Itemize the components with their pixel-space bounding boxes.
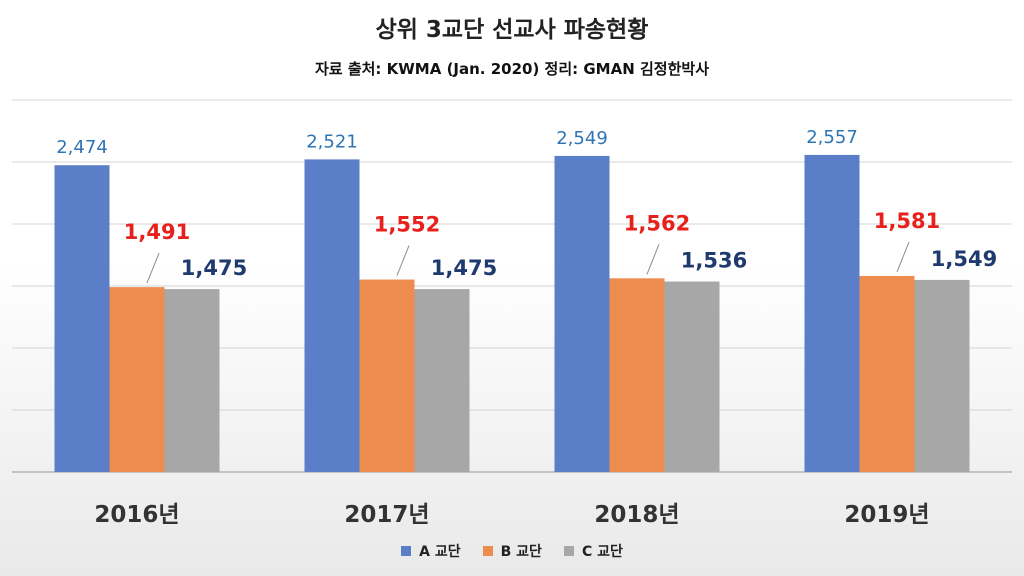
data-label-c: 1,475	[431, 256, 497, 280]
bar-c	[414, 289, 470, 472]
bar-c	[914, 279, 970, 472]
data-label-c: 1,536	[681, 249, 747, 273]
category-label: 2017년	[344, 502, 429, 528]
leader-line	[396, 245, 410, 276]
data-label-c: 1,549	[931, 247, 997, 271]
legend-label-a: A 교단	[419, 544, 461, 560]
legend-swatch-b	[482, 546, 493, 556]
legend-item-a: A 교단	[401, 541, 461, 561]
data-label-b: 1,491	[124, 220, 190, 244]
category-label: 2016년	[94, 502, 179, 528]
data-label-b: 1,562	[624, 211, 690, 235]
data-label-a: 2,474	[56, 137, 108, 158]
legend-swatch-a	[401, 546, 412, 556]
bar-a	[304, 159, 360, 472]
legend-label-c: C 교단	[581, 544, 623, 560]
leader-line	[896, 241, 910, 273]
category-label: 2018년	[594, 502, 679, 528]
data-label-b: 1,552	[374, 213, 440, 237]
bar-a	[54, 165, 110, 472]
chart-subtitle: 자료 출처: KWMA (Jan. 2020) 정리: GMAN 김정한박사	[315, 60, 709, 78]
legend-swatch-c	[563, 546, 574, 556]
category-label: 2019년	[844, 502, 929, 528]
bar-b	[359, 279, 415, 472]
leader-line	[646, 244, 660, 275]
bar-b	[859, 275, 915, 472]
bar-b	[609, 278, 665, 472]
legend-item-c: C 교단	[563, 541, 623, 561]
chart-title: 상위 3교단 선교사 파송현황	[375, 17, 649, 43]
bar-b	[109, 287, 165, 472]
bar-a	[804, 154, 860, 472]
bar-c	[164, 289, 220, 472]
bar-a	[554, 155, 610, 472]
legend-item-b: B 교단	[482, 541, 542, 561]
leader-line	[146, 252, 160, 284]
data-label-c: 1,475	[181, 256, 247, 280]
data-label-b: 1,581	[874, 209, 940, 233]
data-label-a: 2,521	[306, 131, 358, 152]
data-label-a: 2,549	[556, 128, 608, 149]
legend-label-b: B 교단	[500, 544, 542, 560]
data-label-a: 2,557	[806, 127, 858, 148]
bar-c	[664, 281, 720, 472]
chart-legend: A 교단 B 교단 C 교단	[0, 541, 1024, 561]
